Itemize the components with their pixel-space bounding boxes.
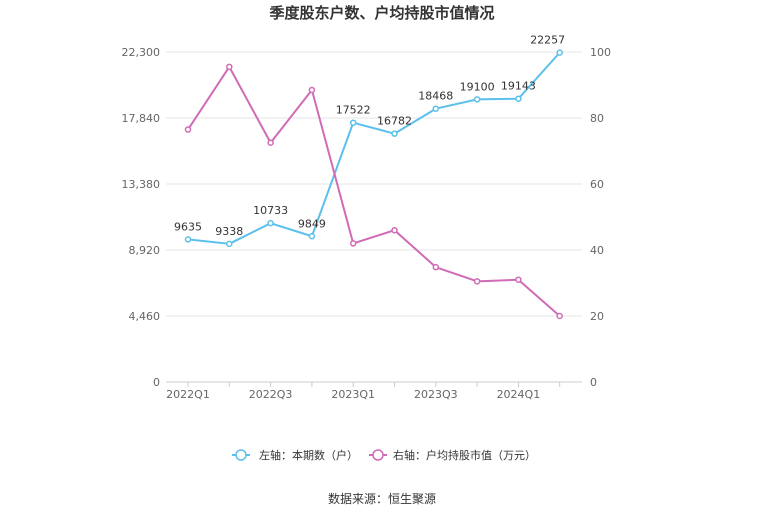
- series-1-point: [432, 105, 440, 112]
- data-label: 10733: [253, 204, 288, 217]
- series-2-point: [184, 126, 192, 133]
- chart-title: 季度股东户数、户均持股市值情况: [269, 4, 494, 22]
- series-layer: 9635 9338 10733 9849 17522 16782 18468 19100 191…: [174, 34, 565, 320]
- series-1-point: [556, 49, 563, 56]
- legend[interactable]: 左轴：本期数（户） 右轴：户均持股市值（万元）: [232, 448, 536, 462]
- right-tick-label: 100: [590, 46, 611, 59]
- grid: [166, 51, 582, 317]
- series-2-point: [391, 226, 398, 234]
- series-2-point: [515, 276, 522, 283]
- series-line-2: [187, 65, 561, 317]
- legend-label: 右轴：户均持股市值（万元）: [393, 448, 536, 462]
- data-label: 17522: [336, 104, 371, 117]
- series-1-point: [349, 119, 357, 126]
- x-axis: 2022Q1 2022Q3 2023Q1 2023Q3 2024Q1: [166, 381, 582, 401]
- series-1-point: [184, 236, 192, 243]
- right-tick-label: 80: [590, 112, 604, 125]
- right-tick-label: 60: [590, 178, 604, 191]
- series-line-1: [187, 51, 561, 245]
- series-1-point: [473, 96, 481, 103]
- x-tick-label: 2022Q3: [249, 388, 293, 401]
- series-1-point: [515, 95, 522, 102]
- x-tick-label: 2022Q1: [166, 388, 210, 401]
- series-1-point: [308, 233, 316, 240]
- series-2-point: [267, 139, 274, 146]
- legend-marker: [235, 449, 247, 461]
- right-tick-label: 40: [590, 244, 604, 257]
- left-tick-label: 8,920: [129, 244, 161, 257]
- series-2-point: [556, 312, 563, 320]
- data-label: 22257: [530, 34, 565, 47]
- series-2-point: [226, 63, 233, 71]
- series-2-point: [349, 240, 357, 247]
- left-tick-label: 13,380: [122, 178, 161, 191]
- series-1-point: [267, 219, 274, 227]
- left-tick-label: 0: [153, 376, 160, 389]
- right-tick-label: 20: [590, 310, 604, 323]
- legend-item-1[interactable]: 左轴：本期数（户）: [232, 448, 358, 462]
- x-tick-label: 2024Q1: [497, 388, 541, 401]
- series-2-point: [308, 86, 316, 94]
- series-2-point: [432, 263, 440, 271]
- data-label: 18468: [418, 90, 453, 103]
- data-label: 19143: [501, 80, 536, 93]
- series-1-point: [391, 130, 398, 137]
- data-label: 19100: [460, 80, 495, 93]
- data-label: 9849: [298, 217, 326, 230]
- left-tick-label: 4,460: [129, 310, 161, 323]
- right-axis: 0 20 40 60 80 100: [590, 46, 611, 389]
- series-1-point: [226, 240, 233, 248]
- data-label: 9635: [174, 220, 202, 233]
- left-tick-label: 22,300: [122, 46, 161, 59]
- right-tick-label: 0: [590, 376, 597, 389]
- legend-label: 左轴：本期数（户）: [259, 448, 358, 462]
- x-tick-label: 2023Q3: [414, 388, 458, 401]
- source-note: 数据来源：恒生聚源: [328, 491, 436, 506]
- left-axis: 0 4,460 8,920 13,380 17,840 22,300: [122, 46, 161, 389]
- legend-marker: [372, 449, 384, 461]
- left-tick-label: 17,840: [122, 112, 161, 125]
- data-label: 16782: [377, 115, 412, 128]
- series-2-point: [473, 278, 481, 285]
- legend-item-2[interactable]: 右轴：户均持股市值（万元）: [369, 448, 536, 462]
- data-label: 9338: [215, 225, 243, 238]
- x-tick-label: 2023Q1: [331, 388, 375, 401]
